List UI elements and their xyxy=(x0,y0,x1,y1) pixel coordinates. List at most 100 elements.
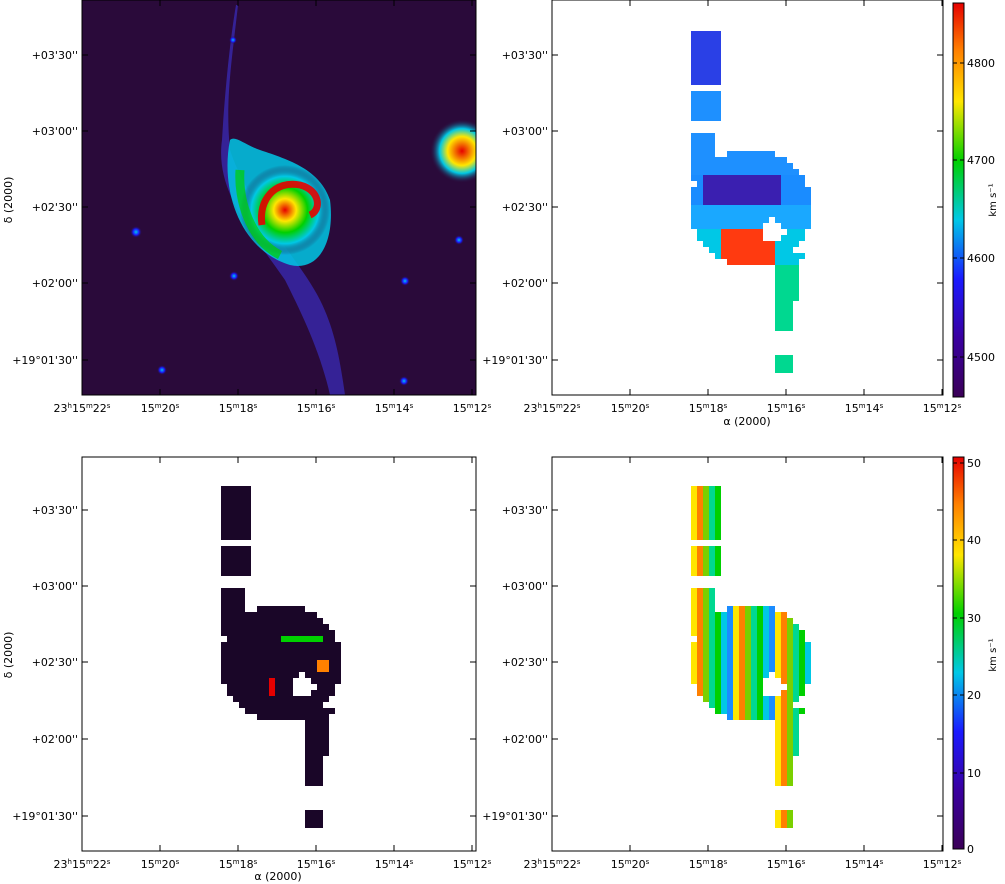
map-pixel xyxy=(787,762,793,768)
map-pixel xyxy=(763,253,769,259)
map-pixel xyxy=(703,630,709,636)
map-pixel xyxy=(709,211,715,217)
map-pixel xyxy=(745,654,751,660)
map-pixel xyxy=(709,522,715,528)
map-pixel xyxy=(805,211,811,217)
map-pixel xyxy=(245,612,251,618)
map-pixel xyxy=(715,636,721,642)
map-pixel xyxy=(727,612,733,618)
map-pixel xyxy=(317,678,323,684)
map-pixel xyxy=(799,235,805,241)
x-tick-label: 15m20s xyxy=(611,858,650,871)
map-pixel xyxy=(275,678,281,684)
x-tick-label: 15m18s xyxy=(689,402,728,415)
map-pixel xyxy=(691,67,697,73)
map-pixel xyxy=(251,642,257,648)
map-pixel xyxy=(769,187,775,193)
map-pixel xyxy=(715,241,721,247)
map-pixel xyxy=(739,660,745,666)
map-pixel xyxy=(805,199,811,205)
map-pixel xyxy=(793,271,799,277)
map-pixel xyxy=(715,672,721,678)
map-pixel xyxy=(757,684,763,690)
map-pixel xyxy=(709,37,715,43)
map-pixel xyxy=(311,666,317,672)
colorbar-tick-label: 40 xyxy=(967,534,981,547)
map-pixel xyxy=(703,660,709,666)
map-pixel xyxy=(763,642,769,648)
map-pixel xyxy=(691,157,697,163)
map-pixel xyxy=(781,816,787,822)
map-pixel xyxy=(781,678,787,684)
map-pixel xyxy=(245,624,251,630)
map-pixel xyxy=(727,696,733,702)
map-pixel xyxy=(227,636,233,642)
map-pixel xyxy=(757,151,763,157)
map-pixel xyxy=(787,756,793,762)
map-pixel xyxy=(769,618,775,624)
map-pixel xyxy=(781,247,787,253)
map-pixel xyxy=(221,522,227,528)
map-pixel xyxy=(751,187,757,193)
map-pixel xyxy=(775,211,781,217)
map-pixel xyxy=(775,660,781,666)
map-pixel xyxy=(715,624,721,630)
map-pixel xyxy=(763,624,769,630)
map-pixel xyxy=(311,756,317,762)
map-pixel xyxy=(763,163,769,169)
map-pixel xyxy=(311,774,317,780)
map-pixel xyxy=(781,355,787,361)
map-pixel xyxy=(709,696,715,702)
map-pixel xyxy=(697,510,703,516)
map-pixel xyxy=(697,516,703,522)
map-pixel xyxy=(287,678,293,684)
map-pixel xyxy=(335,648,341,654)
y-tick-label: +02'00'' xyxy=(32,277,78,290)
map-pixel xyxy=(745,187,751,193)
map-pixel xyxy=(799,660,805,666)
map-pixel xyxy=(799,678,805,684)
star xyxy=(130,226,142,238)
map-pixel xyxy=(727,187,733,193)
map-pixel xyxy=(245,648,251,654)
map-pixel xyxy=(697,534,703,540)
map-pixel xyxy=(715,193,721,199)
map-pixel xyxy=(233,666,239,672)
x-tick-label: 15m16s xyxy=(297,858,336,871)
y-tick-label: +19°01'30'' xyxy=(12,810,78,823)
map-pixel xyxy=(775,720,781,726)
map-pixel xyxy=(727,193,733,199)
map-pixel xyxy=(769,660,775,666)
map-pixel xyxy=(245,630,251,636)
map-pixel xyxy=(751,660,757,666)
map-pixel xyxy=(275,642,281,648)
map-pixel xyxy=(721,253,727,259)
map-pixel xyxy=(715,510,721,516)
map-pixel xyxy=(227,594,233,600)
map-pixel xyxy=(287,672,293,678)
map-pixel xyxy=(263,678,269,684)
map-pixel xyxy=(245,654,251,660)
map-pixel xyxy=(257,708,263,714)
map-pixel xyxy=(775,654,781,660)
map-pixel xyxy=(323,690,329,696)
map-pixel xyxy=(227,600,233,606)
map-pixel xyxy=(781,307,787,313)
map-pixel xyxy=(775,642,781,648)
map-pixel xyxy=(715,654,721,660)
map-pixel xyxy=(299,660,305,666)
map-pixel xyxy=(745,690,751,696)
map-pixel xyxy=(733,217,739,223)
map-pixel xyxy=(221,564,227,570)
map-pixel xyxy=(763,618,769,624)
map-pixel xyxy=(799,642,805,648)
map-pixel xyxy=(275,654,281,660)
map-pixel xyxy=(787,319,793,325)
map-pixel xyxy=(311,654,317,660)
map-pixel xyxy=(281,678,287,684)
map-pixel xyxy=(799,636,805,642)
map-pixel xyxy=(787,217,793,223)
map-pixel xyxy=(691,163,697,169)
map-pixel xyxy=(269,612,275,618)
map-pixel xyxy=(775,319,781,325)
